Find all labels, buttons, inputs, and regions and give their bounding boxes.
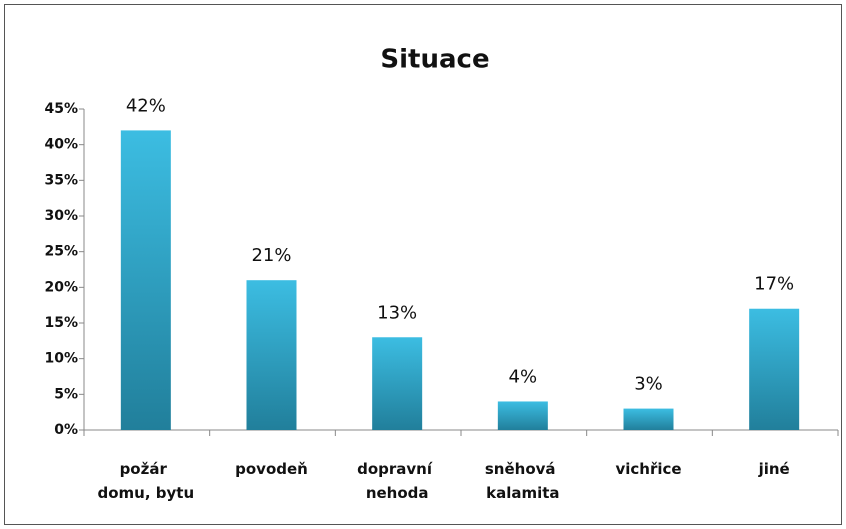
x-tick-label: dopravní nehoda <box>357 460 437 502</box>
x-tick-label: povodeň <box>235 460 308 478</box>
bar <box>623 408 674 430</box>
data-label: 42% <box>126 95 166 116</box>
y-tick-label: 20% <box>44 279 78 295</box>
bar <box>246 280 297 430</box>
data-label: 17% <box>754 274 794 295</box>
bar <box>749 308 800 430</box>
x-tick-label: jiné <box>758 460 790 478</box>
y-tick-label: 15% <box>44 315 78 331</box>
y-tick-label: 40% <box>44 137 78 153</box>
y-tick-label: 35% <box>44 172 78 188</box>
y-tick-label: 5% <box>54 386 78 402</box>
data-label: 13% <box>377 302 417 323</box>
y-tick-label: 0% <box>54 422 78 438</box>
x-tick-label: požár domu, bytu <box>98 460 195 502</box>
data-label: 3% <box>634 374 663 395</box>
bar <box>497 401 548 430</box>
chart-title: Situace <box>380 45 489 75</box>
y-tick-label: 45% <box>44 101 78 117</box>
y-tick-label: 30% <box>44 208 78 224</box>
y-tick-label: 10% <box>44 351 78 367</box>
x-tick-label: sněhová kalamita <box>485 460 561 502</box>
data-label: 4% <box>509 366 538 387</box>
bar <box>372 337 423 430</box>
y-tick-label: 25% <box>44 244 78 260</box>
data-label: 21% <box>251 245 291 266</box>
bar <box>120 130 171 430</box>
x-tick-label: vichřice <box>615 460 681 478</box>
